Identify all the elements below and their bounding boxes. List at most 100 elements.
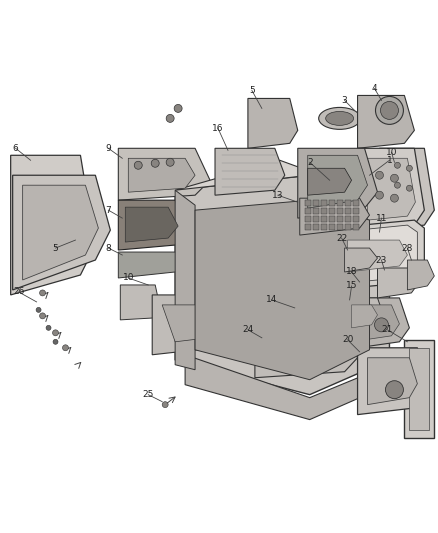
Circle shape [375, 171, 384, 179]
Polygon shape [367, 158, 415, 220]
Text: 24: 24 [242, 325, 254, 334]
Polygon shape [357, 148, 424, 230]
Bar [353, 200, 359, 206]
Polygon shape [195, 200, 370, 379]
Polygon shape [175, 175, 389, 394]
Text: 13: 13 [272, 191, 283, 200]
Ellipse shape [375, 96, 403, 124]
Polygon shape [118, 148, 210, 200]
Circle shape [36, 308, 41, 312]
Polygon shape [152, 295, 225, 355]
Circle shape [390, 174, 399, 182]
Circle shape [39, 313, 46, 319]
Bar [328, 208, 335, 214]
Text: 21: 21 [382, 325, 393, 334]
Polygon shape [215, 148, 285, 195]
Polygon shape [125, 207, 178, 242]
Bar [305, 200, 311, 206]
Polygon shape [185, 355, 389, 419]
Polygon shape [348, 240, 407, 272]
Circle shape [46, 325, 51, 330]
Polygon shape [11, 155, 95, 295]
Bar [353, 224, 359, 230]
Circle shape [162, 402, 168, 408]
Circle shape [174, 104, 182, 112]
Text: 4: 4 [372, 84, 377, 93]
Bar [328, 200, 335, 206]
Text: 14: 14 [266, 295, 278, 304]
Bar [305, 224, 311, 230]
Polygon shape [292, 300, 355, 338]
Polygon shape [300, 198, 370, 235]
Bar [337, 200, 343, 206]
Text: 1: 1 [387, 156, 392, 165]
Circle shape [375, 191, 384, 199]
Bar [313, 208, 319, 214]
Bar [321, 200, 327, 206]
Text: 2: 2 [307, 158, 313, 167]
Text: 10: 10 [386, 148, 397, 157]
Polygon shape [364, 305, 399, 340]
Text: 5: 5 [53, 244, 58, 253]
Polygon shape [175, 190, 195, 370]
Circle shape [134, 161, 142, 169]
Text: 3: 3 [342, 96, 347, 105]
Text: 23: 23 [376, 255, 387, 264]
Text: 26: 26 [13, 287, 25, 296]
Text: 25: 25 [142, 390, 154, 399]
Polygon shape [162, 305, 218, 342]
Bar [353, 208, 359, 214]
Text: 10: 10 [123, 273, 134, 282]
Bar [337, 216, 343, 222]
Ellipse shape [381, 101, 399, 119]
Polygon shape [23, 185, 99, 280]
Polygon shape [410, 348, 429, 430]
Polygon shape [367, 358, 417, 405]
Bar [345, 224, 350, 230]
Polygon shape [357, 95, 414, 148]
Polygon shape [118, 252, 185, 278]
Text: 6: 6 [13, 144, 18, 153]
Polygon shape [308, 155, 367, 208]
Polygon shape [298, 148, 378, 218]
Polygon shape [404, 340, 434, 438]
Bar [313, 216, 319, 222]
Circle shape [151, 159, 159, 167]
Text: 5: 5 [249, 86, 255, 95]
Polygon shape [407, 260, 434, 290]
Bar [337, 224, 343, 230]
Circle shape [406, 185, 413, 191]
Bar [345, 200, 350, 206]
Text: 22: 22 [336, 233, 347, 243]
Polygon shape [13, 175, 110, 290]
Circle shape [53, 340, 58, 344]
Polygon shape [128, 158, 195, 192]
Circle shape [63, 345, 68, 351]
Text: 28: 28 [402, 244, 413, 253]
Bar [313, 224, 319, 230]
Ellipse shape [326, 111, 353, 125]
Circle shape [53, 330, 59, 336]
Polygon shape [378, 268, 419, 298]
Polygon shape [379, 148, 434, 230]
Polygon shape [345, 298, 385, 335]
Circle shape [395, 182, 400, 188]
Polygon shape [118, 200, 185, 250]
Text: 18: 18 [346, 268, 357, 277]
Polygon shape [357, 298, 410, 348]
Bar [328, 224, 335, 230]
Bar [305, 216, 311, 222]
Polygon shape [330, 220, 424, 290]
Text: 20: 20 [342, 335, 353, 344]
Text: 9: 9 [106, 144, 111, 153]
Text: 16: 16 [212, 124, 224, 133]
Polygon shape [352, 305, 378, 328]
Text: 11: 11 [376, 214, 387, 223]
Bar [313, 200, 319, 206]
Circle shape [385, 381, 403, 399]
Bar [321, 224, 327, 230]
Bar [345, 208, 350, 214]
Bar [321, 208, 327, 214]
Polygon shape [308, 168, 352, 195]
Polygon shape [255, 330, 357, 378]
